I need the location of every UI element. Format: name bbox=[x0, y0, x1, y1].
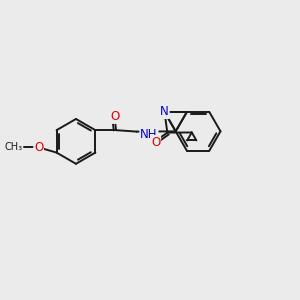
Text: NH: NH bbox=[140, 128, 158, 141]
Text: O: O bbox=[151, 136, 160, 148]
Text: O: O bbox=[151, 136, 160, 148]
Text: CH₃: CH₃ bbox=[4, 142, 23, 152]
Text: CH₃: CH₃ bbox=[4, 142, 23, 152]
Text: N: N bbox=[160, 105, 169, 119]
Text: O: O bbox=[110, 110, 119, 123]
Text: NH: NH bbox=[140, 128, 158, 141]
Text: O: O bbox=[110, 110, 119, 123]
Text: O: O bbox=[34, 141, 44, 154]
Text: O: O bbox=[34, 141, 44, 154]
Text: N: N bbox=[160, 105, 169, 119]
